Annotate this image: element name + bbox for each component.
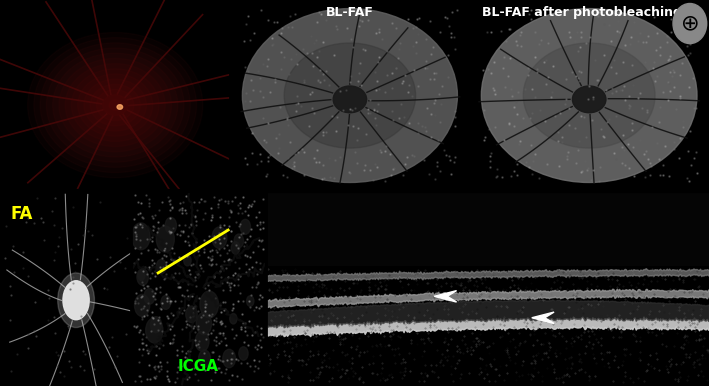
Circle shape xyxy=(234,234,244,248)
Text: ⊕: ⊕ xyxy=(681,14,699,34)
Ellipse shape xyxy=(475,4,703,187)
Circle shape xyxy=(96,90,134,121)
Ellipse shape xyxy=(236,4,464,187)
Circle shape xyxy=(63,281,89,320)
Circle shape xyxy=(240,219,250,234)
Circle shape xyxy=(57,273,94,327)
Polygon shape xyxy=(434,291,457,302)
Ellipse shape xyxy=(284,43,415,148)
Circle shape xyxy=(150,317,162,333)
Circle shape xyxy=(40,43,190,167)
Circle shape xyxy=(157,259,167,274)
Circle shape xyxy=(131,223,150,250)
Circle shape xyxy=(135,295,150,317)
Circle shape xyxy=(90,85,140,126)
Bar xyxy=(266,191,709,265)
Circle shape xyxy=(572,86,606,113)
Circle shape xyxy=(52,53,178,157)
Circle shape xyxy=(103,95,128,115)
Circle shape xyxy=(196,313,211,335)
Circle shape xyxy=(117,105,123,109)
Circle shape xyxy=(673,3,707,44)
Circle shape xyxy=(184,255,191,266)
Circle shape xyxy=(247,296,254,306)
Ellipse shape xyxy=(481,8,697,183)
Circle shape xyxy=(65,64,165,147)
Ellipse shape xyxy=(242,8,457,183)
Circle shape xyxy=(161,295,171,309)
Circle shape xyxy=(72,69,159,141)
Circle shape xyxy=(231,242,240,254)
Circle shape xyxy=(84,79,147,131)
Circle shape xyxy=(145,318,163,343)
Circle shape xyxy=(212,227,227,249)
Text: BL-FAF: BL-FAF xyxy=(326,6,374,19)
Circle shape xyxy=(200,291,218,318)
Text: FA: FA xyxy=(11,205,33,223)
Circle shape xyxy=(333,86,367,113)
Circle shape xyxy=(46,48,184,162)
Circle shape xyxy=(137,269,148,285)
Circle shape xyxy=(144,288,155,304)
Circle shape xyxy=(109,100,121,110)
Circle shape xyxy=(78,74,152,136)
Ellipse shape xyxy=(523,43,655,148)
Circle shape xyxy=(156,226,174,252)
Circle shape xyxy=(34,38,196,173)
Circle shape xyxy=(230,313,237,324)
Text: BL-FAF after photobleaching: BL-FAF after photobleaching xyxy=(482,6,682,19)
Circle shape xyxy=(195,332,209,351)
Circle shape xyxy=(239,347,248,360)
Text: ICGA: ICGA xyxy=(178,359,219,374)
Circle shape xyxy=(59,58,172,152)
Polygon shape xyxy=(532,312,554,323)
Circle shape xyxy=(138,271,145,281)
Circle shape xyxy=(165,217,177,234)
Circle shape xyxy=(28,32,203,178)
Circle shape xyxy=(199,350,211,367)
Circle shape xyxy=(223,349,235,368)
Circle shape xyxy=(186,306,197,323)
